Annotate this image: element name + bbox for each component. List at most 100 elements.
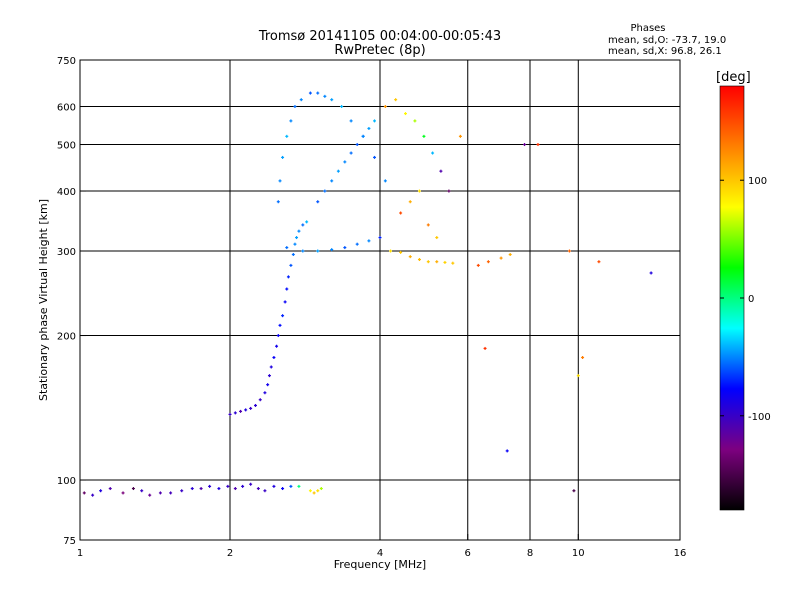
- data-point: [190, 487, 194, 491]
- colorbar-tick-label: 0: [748, 294, 754, 305]
- data-point: [383, 105, 387, 109]
- data-point: [228, 412, 232, 416]
- y-tick-label: 200: [57, 332, 76, 343]
- data-point: [263, 391, 267, 395]
- data-point: [316, 489, 320, 493]
- data-point: [140, 489, 144, 493]
- data-point: [443, 260, 447, 264]
- data-point: [523, 143, 527, 147]
- data-point: [367, 126, 371, 130]
- data-point: [649, 271, 653, 275]
- data-point: [451, 261, 455, 265]
- data-point: [394, 98, 398, 102]
- y-tick-label: 750: [57, 56, 76, 67]
- data-point: [289, 484, 293, 488]
- data-point: [169, 491, 173, 495]
- data-point: [299, 98, 303, 102]
- data-point: [249, 482, 253, 486]
- data-point: [275, 344, 279, 348]
- x-tick-label: 16: [674, 548, 687, 559]
- phase-x-stats: mean, sd,X: 96.8, 26.1: [608, 46, 722, 57]
- data-point: [293, 242, 297, 246]
- data-point: [301, 223, 305, 227]
- data-point: [281, 314, 285, 318]
- data-point: [312, 491, 316, 495]
- data-point: [263, 489, 267, 493]
- y-tick-label: 100: [57, 476, 76, 487]
- y-tick-label: 600: [57, 103, 76, 114]
- data-point: [308, 489, 312, 493]
- data-point: [361, 134, 365, 138]
- data-point: [505, 449, 509, 453]
- data-point: [319, 487, 323, 491]
- data-point: [108, 487, 112, 491]
- data-point: [417, 189, 421, 193]
- data-point: [483, 346, 487, 350]
- data-point: [297, 484, 301, 488]
- data-point: [239, 409, 243, 413]
- x-tick-label: 8: [527, 548, 533, 559]
- y-axis-ticks: 75 100 200 300 400 500 600 750: [57, 56, 86, 547]
- data-point: [399, 211, 403, 215]
- data-point: [408, 255, 412, 259]
- data-point: [233, 487, 237, 491]
- data-point: [373, 119, 377, 123]
- data-point: [289, 263, 293, 267]
- data-point: [285, 134, 289, 138]
- data-point: [435, 260, 439, 264]
- colorbar-tick-label: -100: [748, 412, 771, 423]
- y-axis-label: Stationary phase Virtual Height [km]: [37, 199, 50, 401]
- data-point: [408, 200, 412, 204]
- data-point: [373, 155, 377, 159]
- data-point: [278, 323, 282, 327]
- data-point: [285, 246, 289, 250]
- data-point: [258, 398, 262, 402]
- data-point: [208, 484, 212, 488]
- plot-area: 1 2 4 6 8 10 16 75 100 200 300 400 500 600 750: [57, 56, 686, 559]
- data-point: [536, 143, 540, 147]
- data-point: [508, 253, 512, 257]
- x-tick-label: 1: [77, 548, 83, 559]
- data-point: [349, 151, 353, 155]
- data-point: [267, 374, 271, 378]
- data-point: [253, 403, 257, 407]
- data-point: [367, 239, 371, 243]
- data-point: [383, 179, 387, 183]
- data-point: [486, 260, 490, 264]
- data-point: [91, 493, 95, 497]
- data-points: [82, 91, 653, 497]
- data-point: [297, 229, 301, 233]
- data-point: [330, 179, 334, 183]
- phases-label: Phases: [630, 23, 665, 34]
- data-point: [82, 491, 86, 495]
- data-point: [426, 223, 430, 227]
- data-point: [308, 91, 312, 95]
- data-point: [499, 256, 503, 260]
- x-axis-label: Frequency [MHz]: [334, 558, 426, 571]
- colorbar: [deg] 100 0 -100: [716, 70, 771, 511]
- grid: [80, 60, 680, 540]
- data-point: [244, 408, 248, 412]
- data-point: [249, 406, 253, 410]
- data-point: [199, 487, 203, 491]
- data-point: [597, 260, 601, 264]
- x-tick-label: 6: [465, 548, 471, 559]
- colorbar-label: [deg]: [716, 70, 751, 85]
- data-point: [269, 365, 273, 369]
- data-point: [131, 487, 135, 491]
- data-point: [295, 236, 299, 240]
- data-point: [576, 374, 580, 378]
- data-point: [340, 105, 344, 109]
- colorbar-ticks: 100 0 -100: [720, 176, 771, 423]
- data-point: [281, 487, 285, 491]
- data-point: [293, 105, 297, 109]
- data-point: [567, 249, 571, 253]
- data-point: [431, 151, 435, 155]
- data-point: [276, 200, 280, 204]
- data-point: [241, 484, 245, 488]
- chart-title: Tromsø 20141105 00:04:00-00:05:43: [258, 29, 501, 44]
- data-point: [305, 220, 309, 224]
- data-point: [272, 484, 276, 488]
- data-point: [316, 91, 320, 95]
